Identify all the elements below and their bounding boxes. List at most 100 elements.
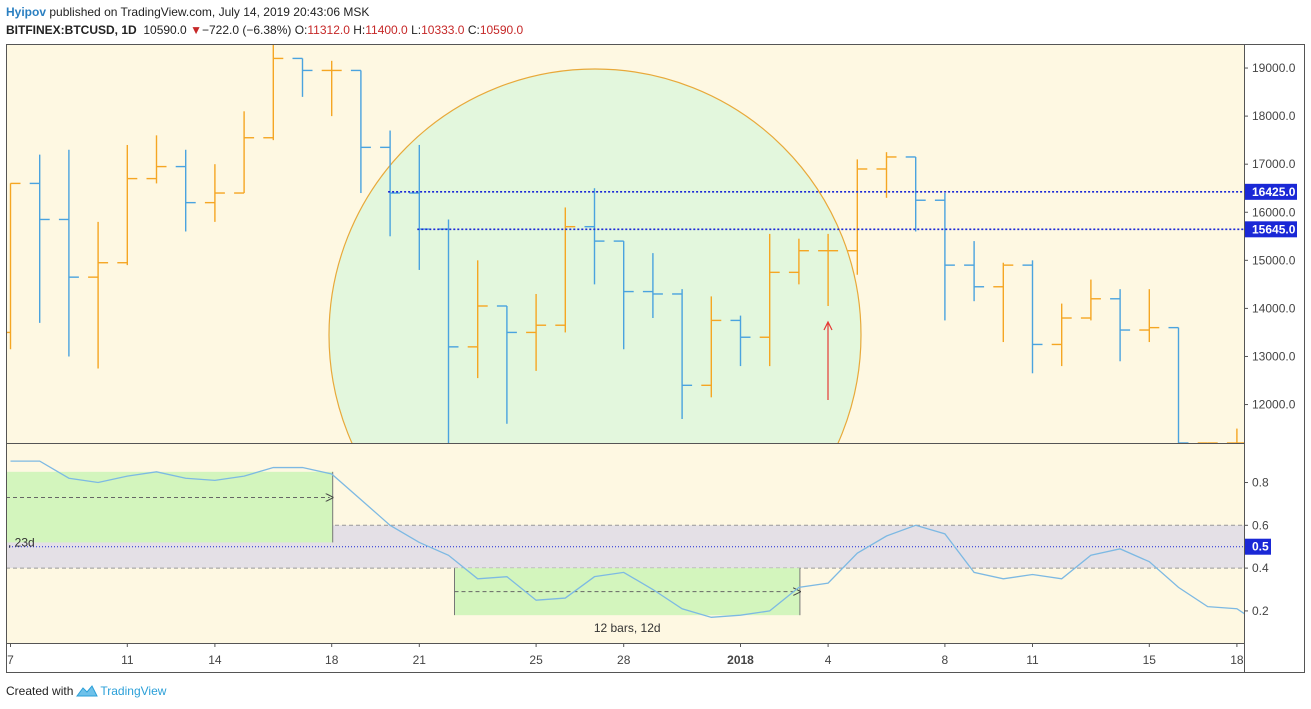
close-value: 10590.0 — [479, 23, 524, 37]
time-tick-label-6: 28 — [617, 653, 631, 667]
ohlc-bar-35 — [1022, 260, 1043, 374]
range-label-1: 12 bars, 12d — [594, 621, 661, 635]
ohlc-bar-25 — [730, 315, 751, 367]
midline-label: 0.5 — [1252, 540, 1269, 554]
ohlc-bar-36 — [1051, 303, 1072, 367]
ohlc-bar-27 — [788, 238, 809, 285]
ohlc-bar-3 — [88, 221, 109, 369]
ohlc-bar-2 — [58, 149, 79, 357]
time-tick-label-3: 18 — [325, 653, 339, 667]
ohlc-bar-1 — [29, 154, 50, 323]
osc-tick-label-0: 0.2 — [1252, 604, 1269, 618]
price-tick-label-4: 16000.0 — [1252, 205, 1296, 219]
ohlc-bar-7 — [204, 164, 225, 222]
close-label: C: — [467, 23, 480, 37]
ohlc-bar-40 — [1168, 326, 1189, 443]
osc-tick-label-1: 0.4 — [1252, 561, 1269, 575]
ohlc-bar-23 — [672, 289, 693, 419]
low-value: 10333.0 — [421, 23, 465, 37]
price-tick-label-0: 12000.0 — [1252, 398, 1296, 412]
hline-price-badge-1 — [1245, 221, 1297, 238]
published-text: published on TradingView.com, July 14, 2… — [49, 5, 370, 19]
price-tick-label-1: 13000.0 — [1252, 349, 1296, 363]
ohlc-bar-29 — [847, 159, 868, 275]
ohlc-bar-6 — [175, 149, 196, 232]
oscillator-line — [10, 460, 1244, 618]
hline-price-label-0: 16425.0 — [1252, 185, 1296, 199]
date-range-0 — [6, 471, 333, 543]
ohlc-bar-9 — [263, 44, 284, 141]
ohlc-bar-20 — [584, 188, 605, 285]
ohlc-bar-10 — [292, 57, 313, 97]
ohlc-bar-12 — [350, 69, 371, 194]
ohlc-bar-28 — [818, 233, 839, 306]
ohlc-bar-5 — [146, 135, 167, 184]
ohlc-bar-14 — [409, 144, 430, 270]
low-label: L: — [411, 23, 422, 37]
time-tick-label-11: 15 — [1143, 653, 1157, 667]
midline-badge — [1245, 538, 1271, 555]
author-name[interactable]: Hyipov — [6, 5, 47, 19]
ohlc-bar-39 — [1139, 289, 1160, 343]
ohlc-bar-19 — [555, 207, 576, 333]
last-price: 10590.0 — [143, 23, 187, 37]
high-label: H: — [353, 23, 366, 37]
ohlc-bar-11 — [321, 60, 342, 117]
range-left-label: , 23d — [8, 535, 35, 549]
open-value: 11312.0 — [307, 23, 350, 37]
footer: Created with TradingView — [6, 684, 166, 698]
publish-info: Hyipov published on TradingView.com, Jul… — [6, 5, 369, 19]
ohlc-bar-33 — [964, 241, 985, 302]
ohlc-bar-21 — [613, 240, 634, 350]
range-box-0 — [6, 471, 333, 543]
osc-tick-label-2: 0.6 — [1252, 518, 1269, 532]
ohlc-bar-32 — [934, 193, 955, 321]
ohlc-bar-43 — [1256, 409, 1276, 443]
price-change: −722.0 (−6.38%) — [201, 23, 292, 37]
high-value: 11400.0 — [365, 23, 408, 37]
change-down-icon: ▼ — [190, 23, 202, 37]
price-tick-label-2: 14000.0 — [1252, 301, 1296, 315]
time-tick-label-9: 8 — [942, 653, 949, 667]
created-with-text: Created with — [6, 684, 74, 698]
time-tick-label-8: 4 — [825, 653, 832, 667]
time-tick-label-12: 18 — [1230, 653, 1244, 667]
time-tick-label-4: 21 — [413, 653, 427, 667]
time-tick-label-1: 11 — [121, 653, 134, 667]
time-tick-label-5: 25 — [529, 653, 543, 667]
ohlc-bar-31 — [905, 156, 926, 232]
ohlc-bar-16 — [467, 260, 488, 379]
ohlc-bar-4 — [117, 144, 138, 266]
price-tick-label-5: 17000.0 — [1252, 157, 1296, 171]
time-tick-label-7: 2018 — [727, 653, 754, 667]
date-range-1: 12 bars, 12d — [454, 568, 800, 635]
symbol-label: BITFINEX:BTCUSD, 1D — [6, 23, 137, 37]
tradingview-logo-icon — [76, 685, 99, 697]
ohlc-bar-37 — [1080, 279, 1101, 321]
price-tick-label-6: 18000.0 — [1252, 109, 1296, 123]
time-tick-label-2: 14 — [208, 653, 222, 667]
price-tick-label-7: 19000.0 — [1252, 61, 1296, 75]
ohlc-bar-26 — [759, 233, 780, 367]
chart-frame — [6, 44, 1305, 673]
ohlc-bar-0 — [6, 182, 21, 350]
ohlc-bar-13 — [380, 130, 401, 237]
ohlc-bar-8 — [234, 111, 255, 194]
ohlc-bar-24 — [701, 296, 722, 398]
time-tick-label-0: 7 — [7, 653, 14, 667]
open-label: O: — [294, 23, 308, 37]
ohlc-bar-42 — [1226, 428, 1244, 443]
red-arrow-icon — [823, 320, 833, 331]
price-tick-label-3: 15000.0 — [1252, 253, 1296, 267]
osc-tick-label-3: 0.8 — [1252, 476, 1269, 490]
ohlc-bar-30 — [876, 152, 897, 198]
ohlc-bar-18 — [526, 293, 547, 371]
ohlc-bar-34 — [993, 262, 1014, 343]
tradingview-brand-link[interactable]: TradingView — [100, 684, 167, 698]
time-tick-label-10: 11 — [1026, 653, 1039, 667]
ohlc-bar-17 — [496, 305, 517, 424]
hline-price-badge-0 — [1245, 183, 1297, 200]
ohlc-bar-22 — [642, 253, 663, 319]
symbol-info-line: BITFINEX:BTCUSD, 1D 10590.0 ▼−722.0 (−6.… — [6, 23, 523, 37]
